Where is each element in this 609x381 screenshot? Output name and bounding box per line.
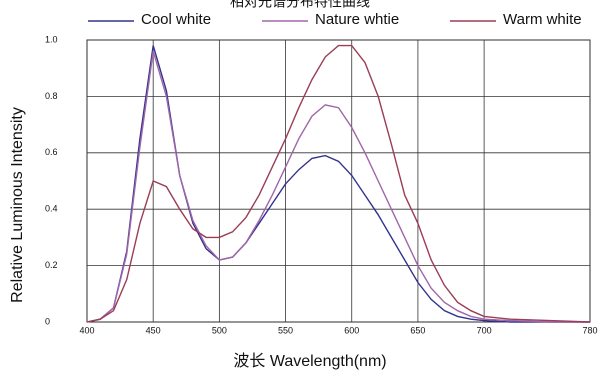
y-tick-label: 1.0 bbox=[45, 34, 58, 44]
series-line bbox=[86, 44, 591, 323]
legend-label: Nature whtie bbox=[315, 11, 399, 28]
x-tick-label: 700 bbox=[477, 325, 492, 335]
y-tick-label: 0.2 bbox=[45, 260, 58, 270]
series-line bbox=[86, 45, 590, 323]
x-tick-label: 500 bbox=[212, 325, 227, 335]
x-tick-label: 650 bbox=[410, 325, 425, 335]
x-axis-label: 波长 Wavelength(nm) bbox=[233, 352, 386, 370]
y-tick-label: 0.4 bbox=[45, 204, 58, 214]
legend-label: Warm white bbox=[503, 11, 582, 28]
x-tick-label: 550 bbox=[278, 325, 293, 335]
x-tick-label: 400 bbox=[79, 325, 94, 335]
y-axis-label: Relative Luminous Intensity bbox=[9, 107, 26, 303]
x-tick-label: 600 bbox=[344, 325, 359, 335]
chart-title: 相对光谱分布特性曲线 bbox=[230, 0, 370, 10]
y-tick-label: 0.8 bbox=[45, 91, 58, 101]
y-tick-label: 0.6 bbox=[45, 147, 58, 157]
y-tick-label: 0 bbox=[45, 316, 50, 326]
x-tick-label: 450 bbox=[146, 325, 161, 335]
series-line bbox=[86, 51, 590, 323]
x-tick-label: 780 bbox=[582, 325, 597, 335]
legend-label: Cool white bbox=[141, 11, 211, 28]
